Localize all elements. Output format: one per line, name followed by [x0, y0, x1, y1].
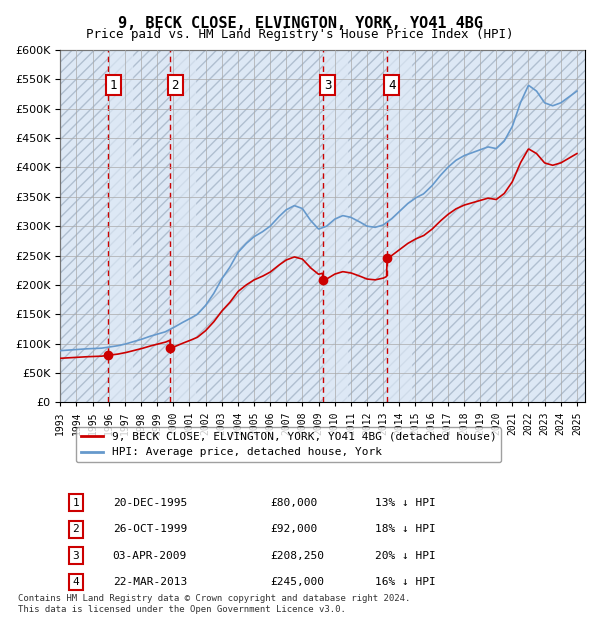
- Text: 13% ↓ HPI: 13% ↓ HPI: [375, 498, 436, 508]
- Text: 4: 4: [388, 79, 395, 92]
- Text: 1: 1: [73, 498, 79, 508]
- Text: 20% ↓ HPI: 20% ↓ HPI: [375, 551, 436, 560]
- Legend: 9, BECK CLOSE, ELVINGTON, YORK, YO41 4BG (detached house), HPI: Average price, d: 9, BECK CLOSE, ELVINGTON, YORK, YO41 4BG…: [76, 427, 501, 462]
- Text: 16% ↓ HPI: 16% ↓ HPI: [375, 577, 436, 587]
- Text: 3: 3: [73, 551, 79, 560]
- Bar: [60, 50, 585, 402]
- Text: 20-DEC-1995: 20-DEC-1995: [113, 498, 187, 508]
- Text: 4: 4: [73, 577, 79, 587]
- Text: £80,000: £80,000: [270, 498, 317, 508]
- Text: £245,000: £245,000: [270, 577, 324, 587]
- Text: 18% ↓ HPI: 18% ↓ HPI: [375, 524, 436, 534]
- Bar: [387, 50, 411, 402]
- Bar: [170, 50, 194, 402]
- Bar: [108, 50, 133, 402]
- Text: £208,250: £208,250: [270, 551, 324, 560]
- Bar: [323, 50, 347, 402]
- Text: 26-OCT-1999: 26-OCT-1999: [113, 524, 187, 534]
- Text: 03-APR-2009: 03-APR-2009: [113, 551, 187, 560]
- Bar: [60, 50, 585, 402]
- Text: 1: 1: [109, 79, 117, 92]
- Text: 9, BECK CLOSE, ELVINGTON, YORK, YO41 4BG: 9, BECK CLOSE, ELVINGTON, YORK, YO41 4BG: [118, 16, 482, 30]
- Text: 3: 3: [324, 79, 331, 92]
- Text: Contains HM Land Registry data © Crown copyright and database right 2024.
This d: Contains HM Land Registry data © Crown c…: [18, 595, 410, 614]
- Text: 22-MAR-2013: 22-MAR-2013: [113, 577, 187, 587]
- Text: 2: 2: [172, 79, 179, 92]
- Text: Price paid vs. HM Land Registry's House Price Index (HPI): Price paid vs. HM Land Registry's House …: [86, 28, 514, 41]
- Text: £92,000: £92,000: [270, 524, 317, 534]
- Text: 2: 2: [73, 524, 79, 534]
